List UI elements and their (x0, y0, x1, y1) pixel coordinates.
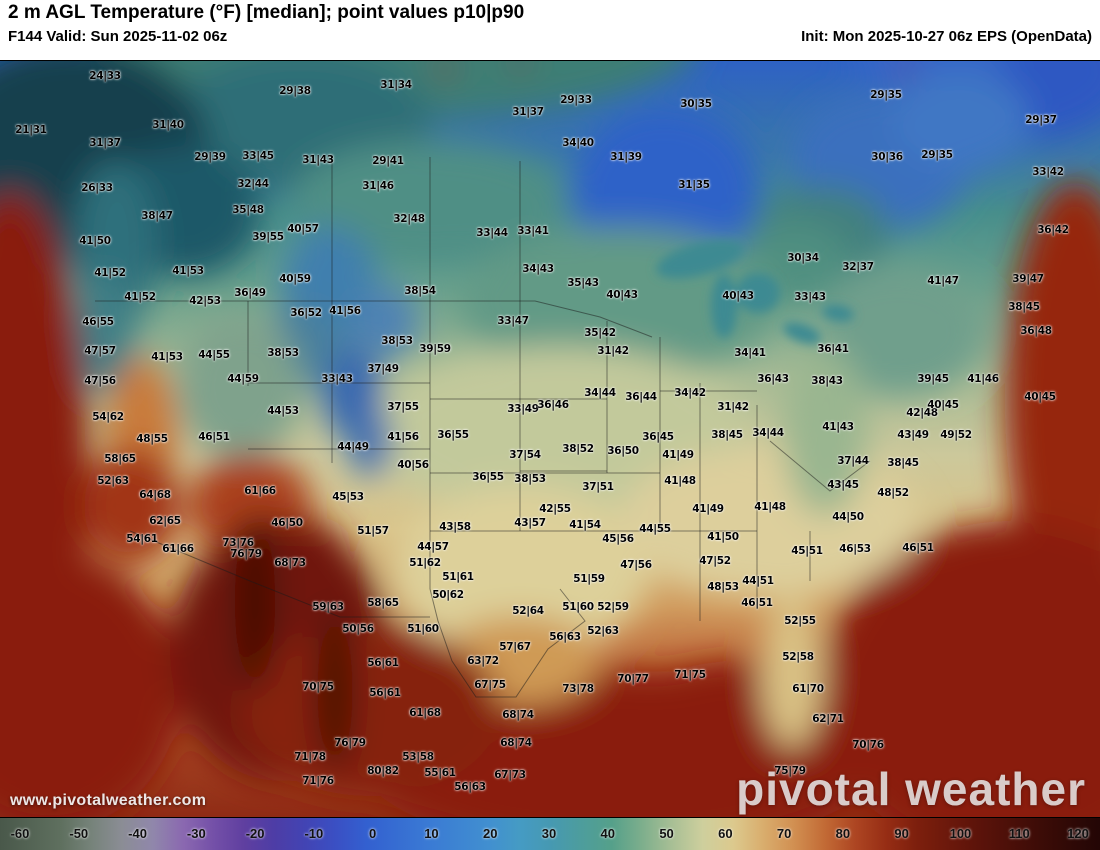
temperature-map (0, 60, 1100, 820)
colorbar-tick: 120 (1067, 826, 1089, 841)
colorbar-tick: 10 (424, 826, 439, 841)
valid-time: F144 Valid: Sun 2025-11-02 06z (8, 28, 228, 45)
colorbar-tick: 50 (659, 826, 674, 841)
colorbar-tick: 80 (835, 826, 851, 841)
colorbar: -60 -50 -40 -30 -20 -10 0 10 20 30 40 50 60 70 80 90 100… (0, 817, 1100, 850)
watermark-url: www.pivotalweather.com (10, 792, 207, 809)
colorbar-tick: -60 (10, 826, 30, 841)
header: 2 m AGL Temperature (°F) [median]; point… (0, 0, 1100, 60)
init-time: Init: Mon 2025-10-27 06z EPS (OpenData) (801, 28, 1092, 45)
colorbar-tick: -20 (245, 826, 265, 841)
colorbar-tick: -40 (128, 826, 147, 841)
colorbar-tick: 0 (369, 826, 377, 841)
colorbar-gradient: -60 -50 -40 -30 -20 -10 0 10 20 30 40 50 60 70 80 90 100… (0, 818, 1100, 850)
colorbar-tick: -50 (69, 826, 89, 841)
great-lakes (656, 239, 854, 344)
colorbar-tick: 90 (894, 826, 909, 841)
header-subrow: F144 Valid: Sun 2025-11-02 06z Init: Mon… (8, 28, 1092, 45)
colorbar-tick: 30 (541, 826, 557, 841)
pivotal-weather-logo: pivotal weather (736, 763, 1086, 815)
map-svg (0, 61, 1100, 819)
colorbar-tick: 110 (1008, 826, 1030, 841)
colorbar-tick: 60 (718, 826, 733, 841)
colorbar-tick: 40 (600, 826, 615, 841)
colorbar-tick: -30 (186, 826, 206, 841)
colorbar-tick: 70 (776, 826, 792, 841)
colorbar-tick: 20 (482, 826, 498, 841)
colorbar-tick: 100 (949, 826, 972, 841)
page-title: 2 m AGL Temperature (°F) [median]; point… (8, 2, 525, 23)
colorbar-tick: -10 (304, 826, 324, 841)
state-borders (95, 157, 871, 698)
